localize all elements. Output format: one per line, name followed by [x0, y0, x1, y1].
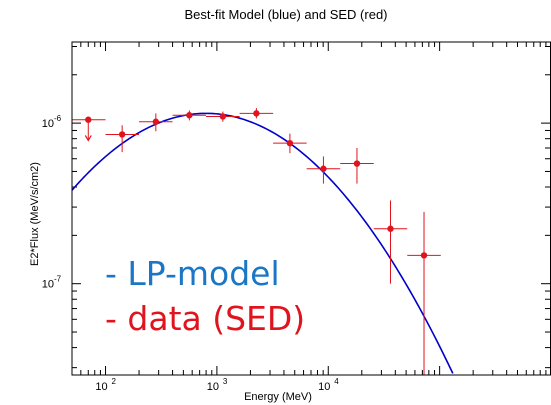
data-marker — [387, 225, 394, 232]
x-tick-label: 10 — [95, 381, 107, 393]
x-tick-label-exponent: 3 — [223, 377, 228, 386]
data-marker — [320, 165, 327, 172]
y-tick-label-exponent: -7 — [54, 275, 62, 284]
data-marker — [186, 112, 193, 119]
data-point — [105, 125, 140, 153]
annotation-data-sed: - data (SED) — [105, 299, 305, 338]
tick-labels: 10 2 10 3 10 410 -610 -7 — [42, 114, 340, 393]
data-marker — [353, 160, 361, 167]
y-tick-label-exponent: -6 — [54, 114, 62, 123]
data-point — [373, 200, 408, 284]
data-point — [206, 111, 240, 122]
data-point — [172, 110, 207, 121]
axis-ticks — [71, 42, 551, 375]
chart-title: Best-fit Model (blue) and SED (red) — [184, 7, 387, 22]
data-points — [72, 108, 441, 375]
annotation-lp-model: - LP-model — [105, 254, 280, 293]
data-point — [139, 113, 173, 132]
data-marker — [286, 139, 294, 147]
x-axis-label: Energy (MeV) — [244, 391, 312, 403]
data-point — [239, 108, 274, 119]
data-marker — [219, 113, 227, 120]
y-tick-label: 10 — [42, 279, 54, 291]
x-tick-label-exponent: 2 — [112, 377, 117, 386]
data-point — [340, 147, 374, 184]
y-axis-label: E2*Flux (MeV/s/cm2) — [29, 162, 41, 266]
upper-limit-arrow — [84, 135, 92, 142]
data-point — [273, 133, 307, 154]
data-point — [407, 211, 441, 375]
x-tick-label-exponent: 4 — [334, 377, 339, 386]
data-point — [72, 116, 106, 142]
plot-area — [71, 108, 454, 375]
data-marker — [152, 118, 160, 125]
data-marker — [253, 110, 260, 117]
data-marker — [85, 116, 92, 123]
y-tick-label: 10 — [42, 118, 54, 130]
data-marker — [118, 131, 126, 138]
data-point — [306, 156, 341, 184]
x-tick-label: 10 — [318, 381, 330, 393]
data-marker — [420, 252, 428, 259]
x-tick-label: 10 — [207, 381, 219, 393]
